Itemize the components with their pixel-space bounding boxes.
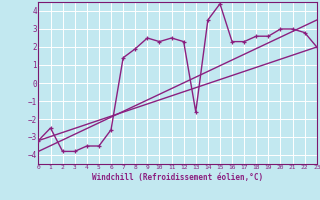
X-axis label: Windchill (Refroidissement éolien,°C): Windchill (Refroidissement éolien,°C) (92, 173, 263, 182)
